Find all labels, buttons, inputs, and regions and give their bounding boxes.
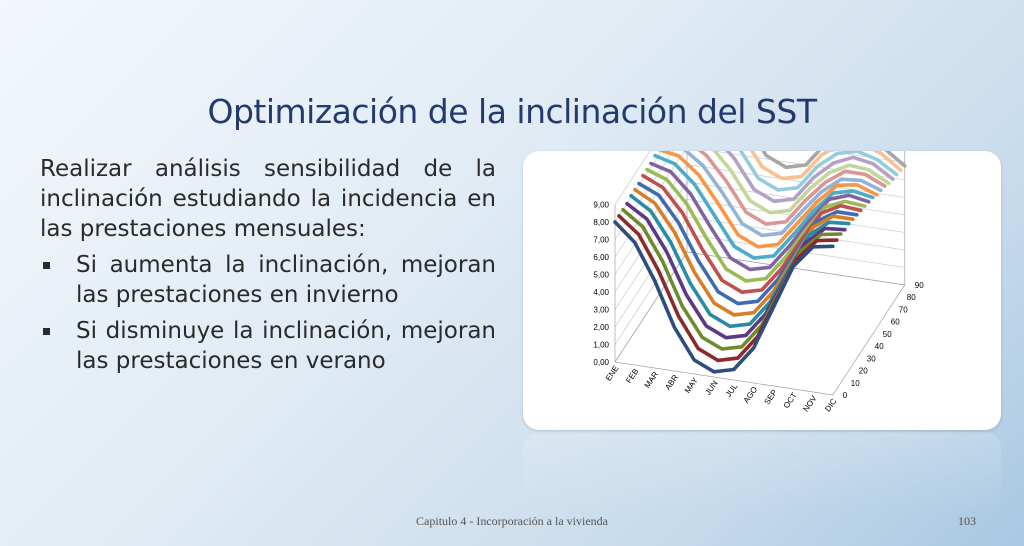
bullet-item: Si aumenta la inclinación, mejoran las p… <box>40 250 496 310</box>
series-line <box>637 181 859 306</box>
series-line <box>653 153 875 260</box>
axis-line <box>686 251 905 286</box>
series-line <box>761 151 907 170</box>
x-tick-label: JUN <box>703 379 719 397</box>
series-line <box>658 151 879 249</box>
series-line <box>697 151 887 226</box>
bullet-text: Si aumenta la inclinación, mejoran las p… <box>76 252 496 308</box>
axis-line <box>832 284 906 396</box>
y-tick-label: 3,00 <box>593 306 609 315</box>
x-tick-label: OCT <box>782 391 799 410</box>
gridline <box>614 151 905 258</box>
x-tick-label: AGO <box>742 385 760 405</box>
series-line <box>725 151 895 204</box>
intro-paragraph: Realizar análisis sensibilidad de la inc… <box>40 156 496 242</box>
series-line <box>633 187 855 317</box>
x-tick-label: FEB <box>624 367 640 385</box>
y-tick-label: 9,00 <box>593 201 609 210</box>
depth-tick-label: 90 <box>915 281 924 290</box>
series-line <box>629 193 851 329</box>
series-line <box>712 151 891 215</box>
depth-tick-label: 80 <box>907 293 916 302</box>
y-tick-label: 4,00 <box>593 288 609 297</box>
3d-line-chart: 0,00 1,00 2,00 3,00 4,00 5,00 6,00 7,00 8,00 9,00… <box>593 151 924 414</box>
depth-tick-label: 60 <box>891 318 900 327</box>
x-tick-label: MAY <box>683 375 700 394</box>
x-tick-label: DIC <box>823 397 838 414</box>
series-line <box>738 151 899 192</box>
series-line <box>641 173 863 294</box>
bullet-item: Si disminuye la inclinación, mejoran las… <box>40 316 496 376</box>
y-tick-label: 5,00 <box>593 271 609 280</box>
x-tick-label: JUL <box>724 382 740 399</box>
square-bullet-icon <box>43 262 50 269</box>
slide-title: Optimización de la inclinación del SST <box>207 92 817 131</box>
square-bullet-icon <box>43 328 50 335</box>
x-tick-label: MAR <box>643 370 661 390</box>
series-line <box>613 220 835 374</box>
slide-body: Realizar análisis sensibilidad de la inc… <box>40 154 496 382</box>
footer-text: Capitulo 4 - Incorporación a la vivienda <box>416 514 608 528</box>
y-tick-label: 8,00 <box>593 218 609 227</box>
y-tick-label: 1,00 <box>593 341 609 350</box>
depth-tick-label: 20 <box>859 367 868 376</box>
chart-card: 0,00 1,00 2,00 3,00 4,00 5,00 6,00 7,00 8,00 9,00… <box>523 151 1001 430</box>
series-line <box>749 151 903 181</box>
bullet-list: Si aumenta la inclinación, mejoran las p… <box>40 250 496 376</box>
chart-reflection <box>523 432 1001 512</box>
page-number: 103 <box>958 514 976 528</box>
gridline <box>614 151 651 205</box>
axis-line <box>614 361 833 396</box>
y-tick-label: 7,00 <box>593 236 609 245</box>
x-tick-label: SEP <box>762 388 779 406</box>
x-tick-label: NOV <box>801 393 819 413</box>
y-tick-label: 2,00 <box>593 323 609 332</box>
depth-tick-label: 40 <box>875 342 884 351</box>
series-line <box>617 214 839 363</box>
series-line <box>645 167 867 283</box>
y-tick-label: 6,00 <box>593 253 609 262</box>
depth-tick-label: 30 <box>867 354 876 363</box>
series-line <box>621 207 843 351</box>
depth-tick-label: 10 <box>851 379 860 388</box>
series-line <box>625 201 847 340</box>
series-line <box>683 151 883 238</box>
depth-tick-label: 0 <box>843 391 848 400</box>
depth-tick-label: 70 <box>899 305 908 314</box>
series-line <box>649 161 871 272</box>
y-tick-label: 0,00 <box>593 358 609 367</box>
bullet-text: Si disminuye la inclinación, mejoran las… <box>76 318 496 374</box>
x-tick-label: ABR <box>663 373 680 392</box>
depth-tick-label: 50 <box>883 330 892 339</box>
